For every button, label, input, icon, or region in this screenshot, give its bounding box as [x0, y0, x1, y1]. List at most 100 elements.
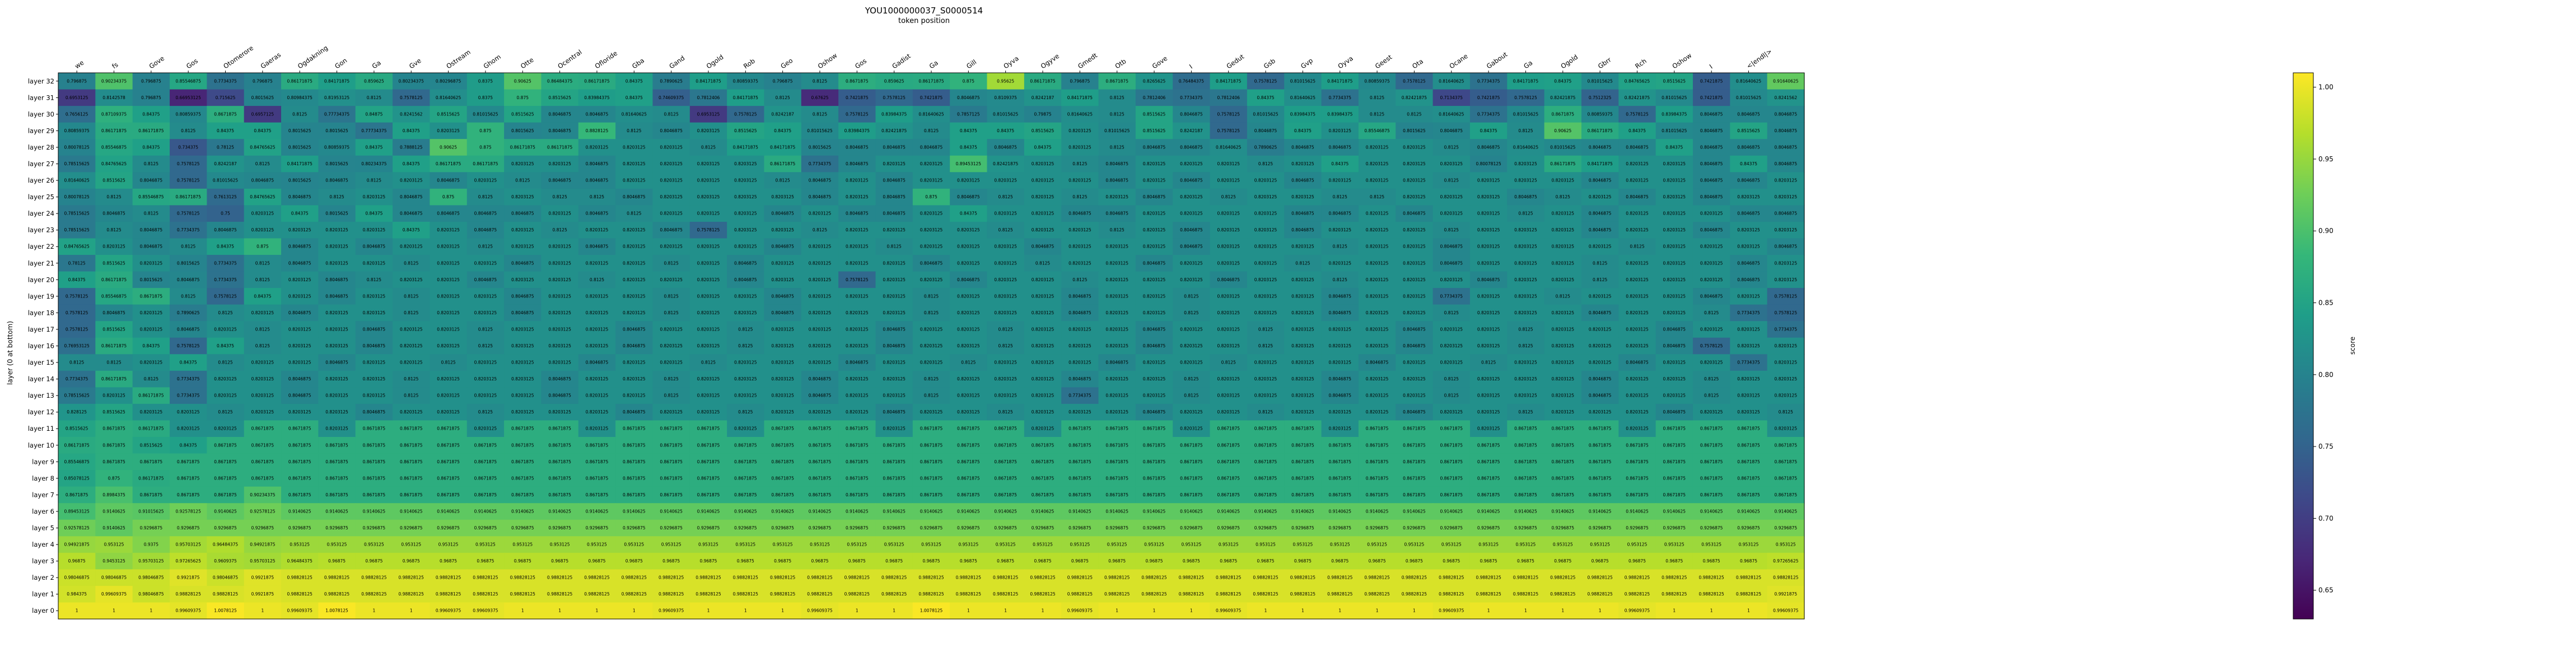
heatmap-cell — [950, 536, 988, 553]
heatmap-cell — [1135, 238, 1173, 255]
heatmap-cell — [838, 552, 876, 570]
heatmap-cell — [430, 354, 468, 371]
heatmap-cell-label: 0.8203125 — [1403, 277, 1426, 282]
heatmap-cell-label: 0.8203125 — [846, 343, 869, 348]
heatmap-cell-label: 0.8515625 — [437, 111, 460, 117]
heatmap-cell-label: 0.8671875 — [1700, 426, 1723, 431]
heatmap-cell — [689, 221, 727, 239]
heatmap-cell — [1618, 354, 1656, 371]
heatmap-cell-label: 0.8046875 — [623, 327, 646, 332]
heatmap-cell — [504, 139, 542, 156]
heatmap-cell — [1692, 370, 1730, 388]
heatmap-cell — [801, 172, 839, 189]
y-tick-label: layer 14 — [28, 375, 54, 383]
heatmap-cell — [1655, 437, 1693, 454]
heatmap-cell-label: 0.99609375 — [1439, 608, 1464, 613]
heatmap-cell-label: 0.98828125 — [213, 592, 239, 597]
heatmap-cell — [1730, 403, 1768, 421]
heatmap-cell — [1767, 453, 1805, 471]
heatmap-cell-label: 1 — [1116, 608, 1118, 613]
heatmap-cell-label: 0.8203125 — [1514, 360, 1537, 365]
heatmap-cell-label: 0.7578125 — [177, 178, 200, 183]
heatmap-cell — [1098, 536, 1136, 553]
heatmap-cell — [1581, 205, 1619, 222]
heatmap-cell — [1247, 106, 1285, 123]
x-tick-label: Gedut — [1225, 53, 1245, 71]
heatmap-cell — [1098, 271, 1136, 288]
heatmap-cell — [1210, 569, 1248, 587]
heatmap-cell — [1024, 387, 1062, 404]
heatmap-cell-label: 0.8241562 — [1775, 95, 1798, 100]
heatmap-cell — [504, 552, 542, 570]
heatmap-cell — [950, 337, 988, 355]
heatmap-cell — [615, 486, 654, 504]
heatmap-cell — [1692, 106, 1730, 123]
heatmap-cell-label: 0.8671875 — [623, 492, 646, 497]
heatmap-cell-label: 0.84375 — [180, 443, 197, 448]
colorbar-tick-label: 0.80 — [2318, 371, 2334, 379]
heatmap-cell — [393, 602, 430, 620]
heatmap-cell — [1507, 321, 1545, 338]
heatmap-cell-label: 0.9296875 — [1737, 525, 1760, 530]
heatmap-cell-label: 0.8203125 — [957, 178, 980, 183]
heatmap-cell — [801, 337, 839, 355]
heatmap-cell — [541, 437, 579, 454]
heatmap-cell — [1544, 470, 1582, 487]
heatmap-cell-label: 0.8671875 — [957, 476, 980, 481]
heatmap-cell — [1730, 139, 1768, 156]
heatmap-cell — [950, 106, 988, 123]
heatmap-cell — [393, 205, 430, 222]
heatmap-cell-label: 0.8125 — [924, 294, 939, 299]
x-tick-label: Gove — [148, 54, 166, 71]
heatmap-cell — [1432, 271, 1471, 288]
heatmap-cell-label: 0.8671875 — [1552, 492, 1575, 497]
heatmap-cell — [355, 188, 393, 206]
heatmap-cell-label: 0.8203125 — [548, 244, 571, 249]
heatmap-cell — [1655, 321, 1693, 338]
heatmap-cell-label: 0.96875 — [960, 558, 977, 564]
heatmap-cell-label: 0.8015625 — [325, 161, 348, 166]
heatmap-cell-label: 0.84171875 — [324, 78, 350, 83]
heatmap-cell — [95, 519, 133, 537]
heatmap-cell-label: 0.9140625 — [1589, 509, 1612, 514]
heatmap-cell-label: 0.8203125 — [1440, 161, 1463, 166]
heatmap-cell — [1284, 172, 1322, 189]
heatmap-cell-label: 0.8671875 — [1143, 443, 1166, 448]
heatmap-cell — [1061, 585, 1099, 603]
heatmap-cell-label: 0.8203125 — [1514, 310, 1537, 315]
heatmap-cell-label: 0.8125 — [1110, 111, 1124, 117]
heatmap-cell-label: 0.7578125 — [66, 327, 88, 332]
heatmap-cell-label: 0.8046875 — [1254, 128, 1277, 133]
heatmap-cell — [1730, 155, 1768, 173]
heatmap-cell — [727, 73, 765, 90]
heatmap-cell-label: 0.8671875 — [697, 426, 720, 431]
heatmap-cell — [1173, 139, 1211, 156]
heatmap-cell-label: 0.95703125 — [250, 558, 276, 564]
heatmap-cell-label: 0.8125 — [552, 227, 567, 232]
heatmap-cell-label: 0.8125 — [1481, 360, 1496, 365]
heatmap-cell-label: 0.8125 — [1258, 327, 1273, 332]
heatmap-cell-label: 0.7578125 — [1700, 343, 1723, 348]
heatmap-cell — [1692, 139, 1730, 156]
heatmap-cell — [95, 255, 133, 272]
heatmap-cell — [132, 453, 170, 471]
heatmap-cell-label: 0.84375 — [1554, 78, 1571, 83]
heatmap-cell-label: 0.953125 — [1070, 542, 1090, 547]
heatmap-cell — [875, 486, 913, 504]
heatmap-cell — [912, 337, 950, 355]
heatmap-cell-label: 0.7578125 — [177, 161, 200, 166]
heatmap-cell — [1358, 470, 1396, 487]
x-tick-label: Gon — [333, 57, 348, 71]
heatmap-cell — [393, 288, 430, 305]
heatmap-cell-label: 0.8671875 — [1440, 443, 1463, 448]
heatmap-cell — [1358, 420, 1396, 437]
heatmap-cell-label: 0.8046875 — [1366, 360, 1389, 365]
heatmap-cell-label: 0.8125 — [329, 194, 344, 199]
heatmap-cell — [207, 403, 245, 421]
heatmap-cell-label: 0.8203125 — [548, 277, 571, 282]
heatmap-cell — [1358, 155, 1396, 173]
heatmap-cell — [1730, 453, 1768, 471]
heatmap-cell-label: 0.8203125 — [1663, 244, 1686, 249]
heatmap-cell — [1210, 503, 1248, 520]
heatmap-cell-label: 0.8203125 — [1254, 277, 1277, 282]
